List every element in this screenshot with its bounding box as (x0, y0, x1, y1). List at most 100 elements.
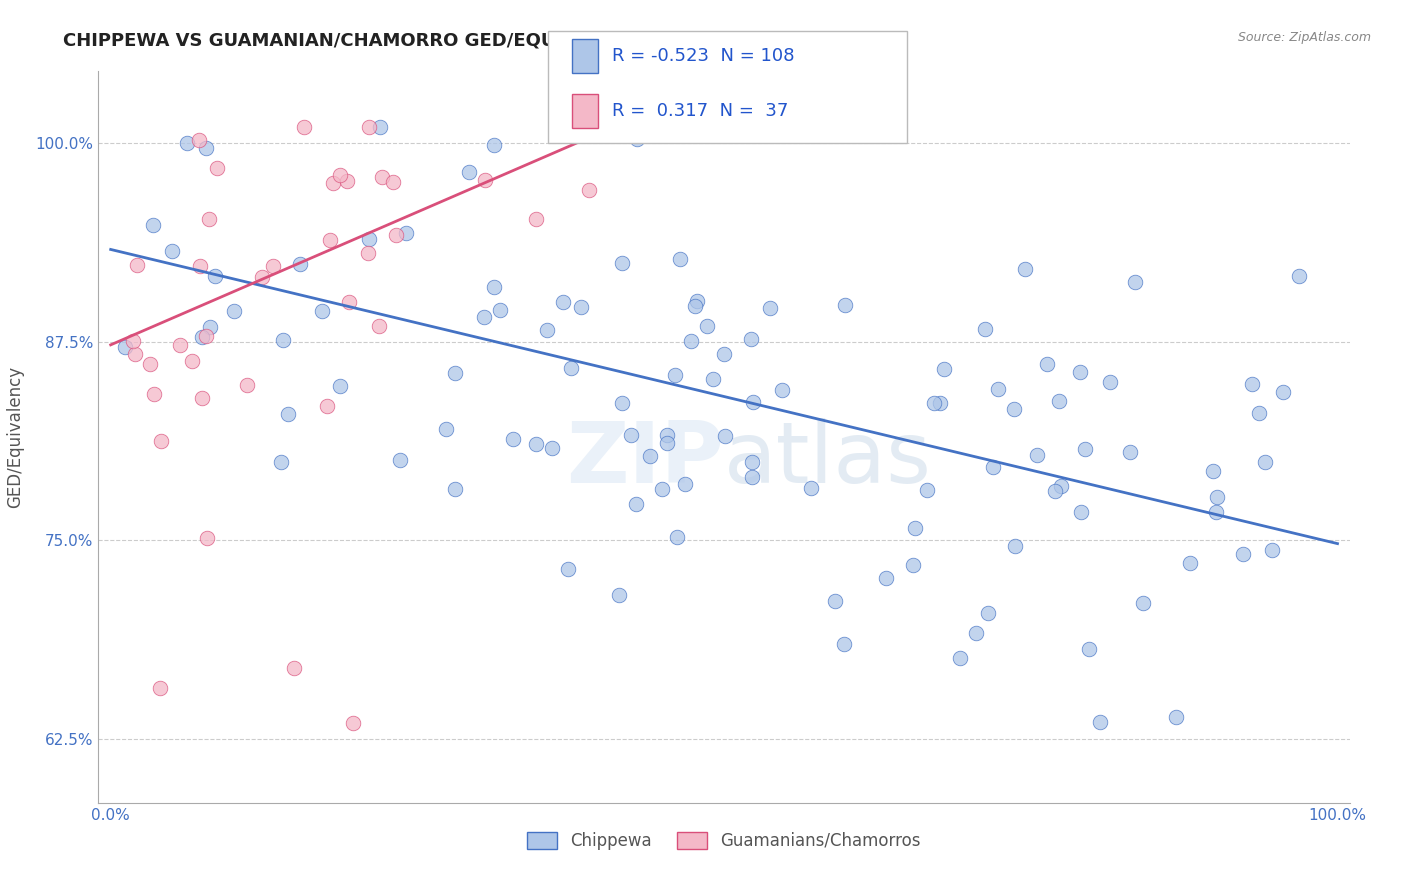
Point (932, 362, 955, 376)
Point (357, 120, 380, 134)
Point (181, 354, 204, 368)
Point (1232, 547, 1254, 561)
Y-axis label: GED/Equivalency: GED/Equivalency (7, 366, 24, 508)
Point (624, 497, 647, 511)
Point (319, 233, 342, 247)
Point (443, 367, 465, 381)
Point (1070, 505, 1092, 519)
Point (195, 531, 218, 545)
Text: Source: ZipAtlas.com: Source: ZipAtlas.com (1237, 31, 1371, 45)
Point (434, 422, 457, 436)
Point (1205, 505, 1227, 519)
Point (149, 681, 172, 695)
Point (1078, 642, 1101, 657)
Point (367, 319, 389, 334)
Point (569, 300, 592, 314)
Point (160, 244, 183, 258)
Point (536, 323, 558, 337)
Point (143, 387, 166, 401)
Point (484, 138, 506, 153)
Point (359, 231, 381, 245)
Point (1240, 376, 1263, 391)
Point (1047, 393, 1070, 408)
Point (673, 477, 696, 491)
Point (800, 481, 823, 495)
Point (1123, 275, 1146, 289)
Point (664, 368, 686, 382)
Point (188, 133, 211, 147)
Point (1099, 375, 1122, 389)
Point (1069, 365, 1091, 379)
Point (1178, 556, 1201, 570)
Point (965, 625, 987, 640)
Point (578, 183, 600, 197)
Point (169, 338, 191, 352)
Point (657, 435, 679, 450)
Point (824, 594, 846, 608)
Point (337, 294, 360, 309)
Point (125, 258, 148, 272)
Point (924, 396, 946, 410)
Point (270, 454, 292, 468)
Point (928, 396, 950, 410)
Point (1036, 357, 1059, 371)
Point (114, 340, 136, 354)
Point (191, 329, 214, 343)
Point (1004, 539, 1026, 553)
Point (1119, 445, 1142, 459)
Point (489, 303, 512, 318)
Point (713, 346, 735, 360)
Text: CHIPPEWA VS GUAMANIAN/CHAMORRO GED/EQUIVALENCY CORRELATION CHART: CHIPPEWA VS GUAMANIAN/CHAMORRO GED/EQUIV… (63, 31, 875, 49)
Point (176, 136, 198, 150)
Point (198, 212, 221, 227)
Point (292, 120, 315, 134)
Point (949, 651, 972, 665)
Point (741, 455, 763, 469)
Point (190, 391, 212, 405)
Point (139, 358, 162, 372)
Point (472, 310, 495, 324)
Point (665, 530, 688, 544)
Point (336, 174, 359, 188)
Point (252, 270, 274, 285)
Text: atlas: atlas (724, 417, 932, 500)
Point (342, 716, 364, 731)
Point (714, 429, 737, 443)
Point (329, 379, 352, 393)
Point (122, 334, 145, 348)
Point (371, 169, 394, 184)
Point (329, 168, 352, 182)
Point (388, 453, 411, 467)
Point (1249, 406, 1271, 420)
Point (444, 482, 467, 496)
Point (142, 219, 165, 233)
Point (834, 298, 856, 312)
Point (740, 332, 762, 346)
Point (204, 268, 226, 283)
Point (1132, 596, 1154, 610)
Point (1260, 543, 1282, 558)
Text: R =  0.317  N =  37: R = 0.317 N = 37 (612, 102, 787, 120)
Point (1074, 442, 1097, 456)
Point (1014, 261, 1036, 276)
Point (524, 212, 547, 227)
Point (262, 259, 284, 273)
Point (759, 301, 782, 315)
Point (150, 434, 173, 448)
Point (384, 228, 406, 243)
Point (271, 333, 294, 347)
Point (987, 383, 1010, 397)
Point (610, 256, 633, 270)
Point (207, 161, 229, 175)
Point (904, 521, 927, 535)
Point (626, 132, 648, 146)
Point (651, 482, 673, 496)
Point (875, 571, 897, 585)
Point (195, 329, 218, 343)
Point (356, 246, 378, 260)
Point (322, 176, 344, 190)
Point (551, 294, 574, 309)
Point (1288, 268, 1310, 283)
Point (655, 428, 678, 442)
Text: ZIP: ZIP (567, 417, 724, 500)
